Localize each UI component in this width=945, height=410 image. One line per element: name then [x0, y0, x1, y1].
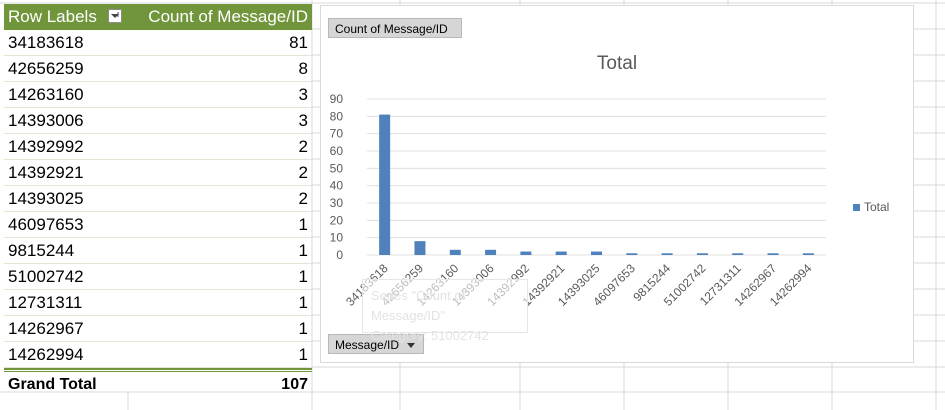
grand-total-row[interactable]: Grand Total 107	[4, 371, 312, 398]
y-tick-label: 80	[330, 109, 344, 123]
row-label: 14393006	[8, 111, 84, 130]
grand-total-value: 107	[281, 376, 308, 393]
dropdown-caret-icon	[407, 343, 416, 349]
y-tick-label: 90	[330, 92, 344, 106]
tooltip-series: Series "Count of Message/ID"	[371, 288, 466, 323]
axis-field-button[interactable]: Message/ID	[328, 334, 424, 354]
table-row[interactable]: 14392992 2	[4, 134, 312, 160]
row-label: 9815244	[8, 241, 75, 260]
table-row[interactable]: 46097653 1	[4, 212, 312, 238]
table-row[interactable]: 9815244 1	[4, 238, 312, 264]
table-row[interactable]: 14263160 3	[4, 82, 312, 108]
tooltip-category: Category: 51002742	[371, 328, 489, 343]
pivot-table: Row Labels Count of Message/ID 34183618 8…	[4, 4, 312, 398]
total-divider	[4, 368, 312, 370]
chart-tooltip: Series "Count of Message/ID" Category: 5…	[362, 279, 528, 343]
bar[interactable]	[732, 253, 744, 255]
y-tick-label: 30	[330, 196, 344, 210]
bar[interactable]	[520, 251, 532, 255]
table-row[interactable]: 42656259 8	[4, 56, 312, 82]
table-row[interactable]: 14262994 1	[4, 342, 312, 368]
bar[interactable]	[591, 251, 602, 255]
table-row[interactable]: 14262967 1	[4, 316, 312, 342]
row-count: 2	[298, 163, 308, 182]
row-count: 8	[298, 59, 308, 78]
grand-total-label: Grand Total	[8, 376, 97, 393]
pivot-header-row: Row Labels Count of Message/ID	[4, 4, 312, 30]
legend-swatch-icon	[853, 204, 860, 212]
row-count: 81	[289, 33, 308, 52]
table-row[interactable]: 14393006 3	[4, 108, 312, 134]
y-tick-label: 60	[330, 144, 344, 158]
y-tick-label: 10	[330, 231, 344, 245]
y-tick-label: 0	[336, 248, 343, 262]
value-field-button[interactable]: Count of Message/ID	[328, 18, 462, 38]
row-label: 14392921	[8, 163, 84, 182]
chart-title: Total	[596, 53, 638, 74]
bar[interactable]	[802, 253, 814, 255]
bar[interactable]	[379, 114, 391, 255]
row-label: 51002742	[8, 267, 84, 286]
row-label: 34183618	[8, 33, 84, 52]
row-count: 3	[298, 85, 308, 104]
axis-field-label: Message/ID	[335, 338, 400, 352]
row-label: 46097653	[8, 215, 84, 234]
row-labels-header[interactable]: Row Labels	[8, 7, 97, 26]
bar[interactable]	[696, 253, 708, 255]
count-header[interactable]: Count of Message/ID	[148, 7, 308, 26]
row-count: 3	[298, 111, 308, 130]
table-row[interactable]: 34183618 81	[4, 30, 312, 56]
bar[interactable]	[485, 249, 497, 255]
table-row[interactable]: 12731311 1	[4, 290, 312, 316]
row-count: 1	[298, 267, 308, 286]
pivot-rows: 34183618 81 42656259 8 14263160 3 14393006 3 143…	[4, 30, 312, 368]
row-count: 1	[298, 293, 308, 312]
row-count: 2	[298, 189, 308, 208]
bar[interactable]	[661, 253, 673, 255]
bar[interactable]	[449, 249, 461, 255]
bar[interactable]	[414, 241, 426, 255]
row-count: 1	[298, 241, 308, 260]
row-label: 14262967	[8, 319, 84, 338]
table-row[interactable]: 14393025 2	[4, 186, 312, 212]
filter-dropdown-icon[interactable]	[108, 9, 122, 23]
bar[interactable]	[626, 253, 638, 255]
y-tick-label: 20	[330, 213, 344, 227]
row-count: 1	[298, 215, 308, 234]
row-label: 14262994	[8, 345, 84, 364]
y-tick-label: 70	[330, 127, 344, 141]
row-count: 2	[298, 137, 308, 156]
table-row[interactable]: 14392921 2	[4, 160, 312, 186]
y-tick-label: 50	[330, 161, 344, 175]
row-label: 14392992	[8, 137, 84, 156]
table-row[interactable]: 51002742 1	[4, 264, 312, 290]
bar[interactable]	[555, 251, 567, 255]
row-label: 14263160	[8, 85, 84, 104]
chart-legend: Total	[853, 200, 889, 214]
row-count: 1	[298, 319, 308, 338]
bar[interactable]	[767, 253, 779, 255]
y-tick-label: 40	[330, 179, 344, 193]
row-label: 42656259	[8, 59, 84, 78]
row-label: 14393025	[8, 189, 84, 208]
legend-label: Total	[864, 200, 890, 214]
row-count: 1	[298, 345, 308, 364]
row-label: 12731311	[8, 293, 83, 312]
